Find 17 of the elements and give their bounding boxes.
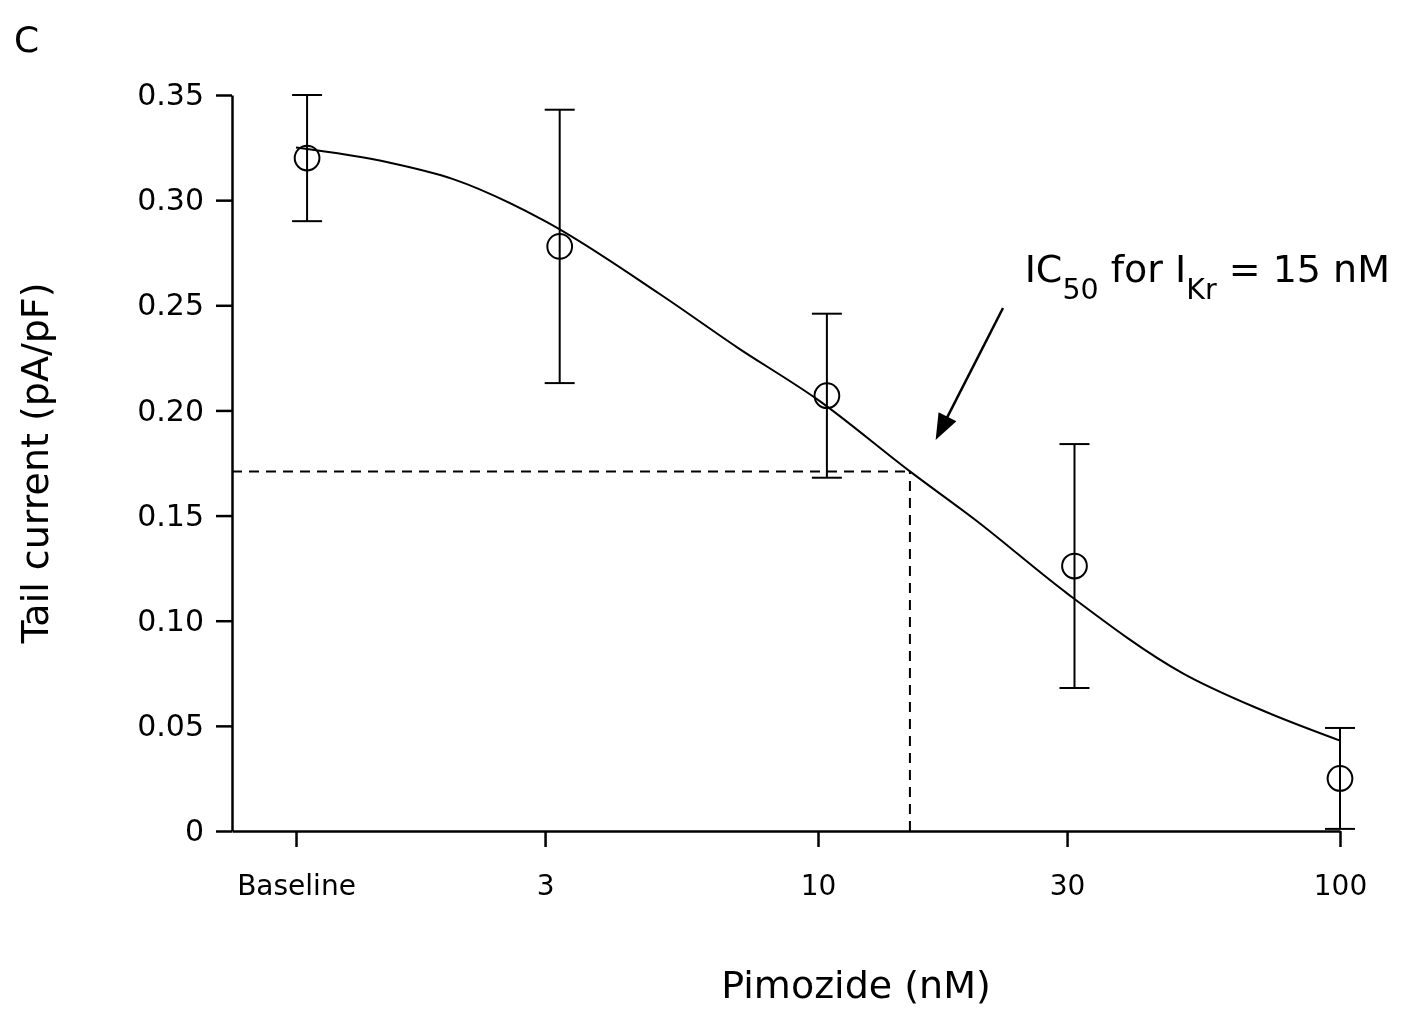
x-tick-label: 3	[536, 868, 555, 902]
y-tick-label: 0.25	[137, 287, 204, 323]
y-tick-label: 0.20	[137, 392, 204, 428]
x-tick-label: Baseline	[237, 868, 356, 902]
x-tick-label: 100	[1313, 868, 1368, 902]
y-tick-label: 0.15	[137, 497, 204, 533]
y-tick-label: 0	[184, 813, 204, 849]
y-axis-title: Tail current (pA/pF)	[13, 282, 57, 645]
x-tick-label: 30	[1049, 868, 1086, 902]
annotation: IC$_{50}$ for I$_{Kr}$ = 15 nM	[1024, 247, 1390, 306]
y-tick-label: 0.30	[137, 182, 204, 218]
y-tick-label: 0.10	[137, 602, 204, 638]
x-tick-label: 10	[800, 868, 837, 902]
chart-title: C	[14, 19, 40, 60]
y-tick-label: 0.35	[137, 77, 204, 113]
x-axis-title: Pimozide (nM)	[721, 963, 991, 1007]
y-tick-label: 0.05	[137, 707, 204, 743]
